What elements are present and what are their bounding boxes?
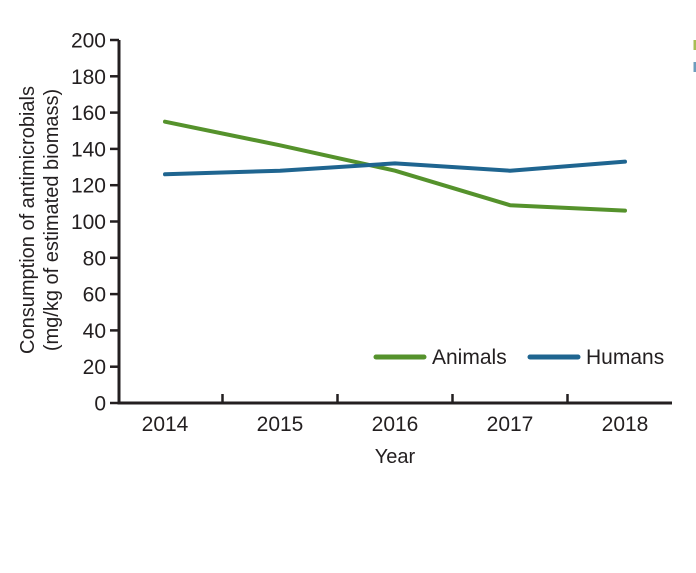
y-axis-title-line1: Consumption of antimicrobials xyxy=(17,86,39,354)
animals-data-line xyxy=(163,119,627,213)
data-series-lines xyxy=(163,119,627,213)
edge-artifact xyxy=(693,62,696,72)
x-tick-label: 2017 xyxy=(487,413,534,436)
x-axis-ticks xyxy=(221,394,569,403)
y-tick-label: 180 xyxy=(71,66,106,89)
x-tick-label: 2016 xyxy=(372,413,419,436)
legend-label-animals: Animals xyxy=(432,346,507,369)
y-tick-label: 200 xyxy=(71,30,106,53)
y-axis-ticks: 0 20 40 60 80 100 120 140 160 180 200 xyxy=(71,30,119,416)
x-axis-title: Year xyxy=(375,446,416,468)
y-tick-label: 0 xyxy=(94,393,106,416)
x-tick-label: 2018 xyxy=(602,413,649,436)
y-tick-label: 40 xyxy=(83,320,106,343)
edge-artifact xyxy=(693,40,696,50)
legend-item-animals: Animals xyxy=(373,346,507,369)
x-tick-label: 2014 xyxy=(142,413,189,436)
humans-data-line xyxy=(163,159,627,177)
y-tick-label: 80 xyxy=(83,247,106,270)
y-tick-label: 120 xyxy=(71,175,106,198)
x-tick-label: 2015 xyxy=(257,413,304,436)
y-tick-label: 140 xyxy=(71,138,106,161)
y-tick-label: 100 xyxy=(71,211,106,234)
legend-item-humans: Humans xyxy=(527,346,664,369)
y-tick-label: 20 xyxy=(83,356,106,379)
x-axis-labels: 2014 2015 2016 2017 2018 xyxy=(142,413,649,436)
y-tick-label: 160 xyxy=(71,102,106,125)
legend-label-humans: Humans xyxy=(586,346,664,369)
legend: Animals Humans xyxy=(373,346,664,369)
y-tick-label: 60 xyxy=(83,284,106,307)
y-axis-title-line2: (mg/kg of estimated biomass) xyxy=(41,89,63,351)
edge-artifacts xyxy=(693,40,696,72)
